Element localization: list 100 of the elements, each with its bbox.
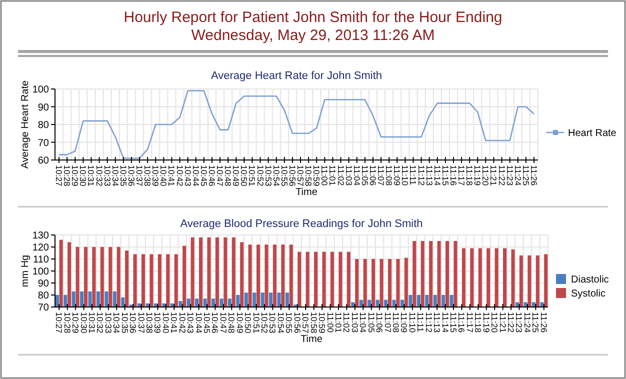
- x-tick-label: 10:35: [120, 312, 130, 334]
- x-tick-label: 11:18: [473, 312, 484, 333]
- x-tick-label: 11:13: [432, 312, 442, 333]
- x-tick-label: 10:50: [239, 165, 250, 187]
- x-tick-label: 10:55: [284, 312, 294, 334]
- chart-title: Average Blood Pressure Readings for John Smith: [180, 218, 423, 230]
- x-tick-label: 11:10: [400, 165, 410, 186]
- x-tick-label: 10:52: [255, 165, 266, 187]
- x-tick-label: 11:20: [490, 312, 500, 333]
- x-tick-label: 10:44: [194, 312, 204, 334]
- y-tick-label: 80: [38, 290, 50, 302]
- x-tick-label: 11:26: [538, 312, 549, 333]
- x-tick-label: 11:15: [448, 312, 459, 333]
- x-tick-label: 11:19: [472, 165, 483, 186]
- y-tick-label: 110: [33, 254, 50, 266]
- x-tick-label: 11:24: [522, 312, 532, 333]
- x-tick-label: 10:44: [190, 165, 201, 187]
- x-tick-label: 11:03: [350, 312, 360, 333]
- x-tick-label: 11:13: [424, 165, 434, 186]
- x-tick-label: 11:09: [399, 312, 410, 333]
- x-tick-label: 11:18: [464, 165, 475, 186]
- x-tick-label: 11:17: [464, 312, 475, 333]
- x-tick-label: 11:02: [336, 165, 346, 186]
- x-tick-label: 11:14: [440, 312, 450, 333]
- x-tick-label: 11:25: [530, 312, 541, 333]
- x-tick-label: 11:05: [360, 165, 370, 186]
- x-tick-label: 11:20: [480, 165, 491, 186]
- x-tick-label: 10:56: [287, 165, 298, 187]
- x-tick-label: 10:40: [160, 312, 171, 334]
- x-tick-label: 10:38: [142, 165, 153, 187]
- x-tick-label: 10:32: [94, 165, 104, 187]
- x-tick-label: 10:59: [317, 312, 328, 334]
- x-tick-label: 11:10: [407, 312, 418, 333]
- x-tick-label: 10:31: [86, 312, 97, 334]
- line-series: [58, 90, 535, 159]
- x-tick-label: 11:03: [344, 165, 354, 186]
- text: Wednesday, May 29, 2013 11:26 AM: [191, 27, 435, 44]
- y-tick-label: 80: [38, 120, 50, 131]
- x-tick-label: 10:28: [62, 165, 72, 187]
- x-tick-label: 10:42: [174, 165, 185, 187]
- x-tick-label: 10:58: [304, 165, 314, 187]
- legend-label: Systolic: [571, 288, 606, 300]
- x-tick-label: 10:47: [218, 312, 228, 334]
- y-tick-label: 90: [38, 102, 50, 114]
- x-tick-label: 10:27: [54, 165, 64, 187]
- x-tick-label: 10:30: [78, 312, 89, 334]
- x-tick-label: 11:16: [448, 165, 458, 186]
- x-tick-label: 10:46: [210, 312, 220, 334]
- x-tick-label: 10:29: [70, 312, 81, 334]
- x-tick-label: 10:52: [260, 312, 270, 334]
- x-tick-label: 10:39: [150, 165, 161, 187]
- x-tick-label: 10:59: [312, 165, 322, 187]
- x-tick-label: 10:54: [271, 165, 282, 187]
- x-tick-label: 11:14: [432, 165, 442, 186]
- x-tick-label: 10:29: [70, 165, 80, 187]
- x-tick-label: 10:58: [308, 312, 319, 334]
- x-tick-label: 11:06: [374, 312, 385, 333]
- x-tick-label: 11:08: [390, 312, 401, 333]
- x-tick-label: 10:34: [112, 312, 122, 334]
- x-tick-label: 10:50: [243, 312, 254, 334]
- y-tick-label: 100: [32, 266, 50, 278]
- x-tick-label: 10:51: [247, 165, 258, 187]
- x-tick-label: 10:49: [231, 165, 242, 187]
- legend-label: Heart Rate: [568, 128, 617, 139]
- x-tick-label: 11:08: [384, 165, 394, 186]
- x-tick-label: 10:45: [198, 165, 209, 187]
- x-axis-title: Time: [300, 334, 323, 345]
- x-tick-label: 11:21: [488, 165, 499, 186]
- y-tick-label: 100: [32, 84, 50, 96]
- x-tick-label: 10:40: [158, 165, 169, 187]
- x-tick-label: 10:48: [223, 165, 234, 187]
- x-tick-label: 10:41: [166, 165, 177, 187]
- y-axis-title: Average Heart Rate: [20, 80, 31, 169]
- chart-title: Average Heart Rate for John Smith: [211, 70, 382, 82]
- legend-label: Diastolic: [571, 274, 609, 286]
- x-tick-label: 11:11: [408, 165, 418, 186]
- x-tick-label: 10:32: [95, 312, 106, 334]
- x-tick-label: 10:46: [206, 165, 217, 187]
- x-tick-label: 11:22: [496, 165, 507, 186]
- x-tick-label: 11:06: [368, 165, 378, 186]
- x-tick-label: 10:53: [268, 312, 278, 334]
- text: Hourly Report for Patient John Smith for the Hour Ending: [124, 9, 502, 26]
- x-tick-label: 11:12: [416, 165, 426, 186]
- x-tick-label: 11:04: [352, 165, 362, 186]
- x-tick-label: 11:23: [504, 165, 515, 186]
- x-tick-label: 10:36: [128, 312, 138, 334]
- x-tick-label: 10:36: [126, 165, 136, 187]
- x-tick-label: 11:16: [456, 312, 467, 333]
- x-tick-label: 10:38: [144, 312, 154, 334]
- x-tick-label: 10:57: [296, 165, 306, 187]
- y-tick-label: 90: [38, 278, 50, 290]
- x-tick-label: 11:02: [342, 312, 352, 333]
- x-tick-label: 10:48: [226, 312, 237, 334]
- y-tick-label: 130: [32, 230, 50, 242]
- x-tick-label: 11:23: [514, 312, 524, 333]
- x-tick-label: 10:37: [134, 165, 145, 187]
- x-tick-label: 10:34: [110, 165, 120, 187]
- x-tick-label: 11:00: [325, 312, 336, 333]
- x-tick-label: 10:47: [215, 165, 226, 187]
- x-tick-label: 11:07: [376, 165, 386, 186]
